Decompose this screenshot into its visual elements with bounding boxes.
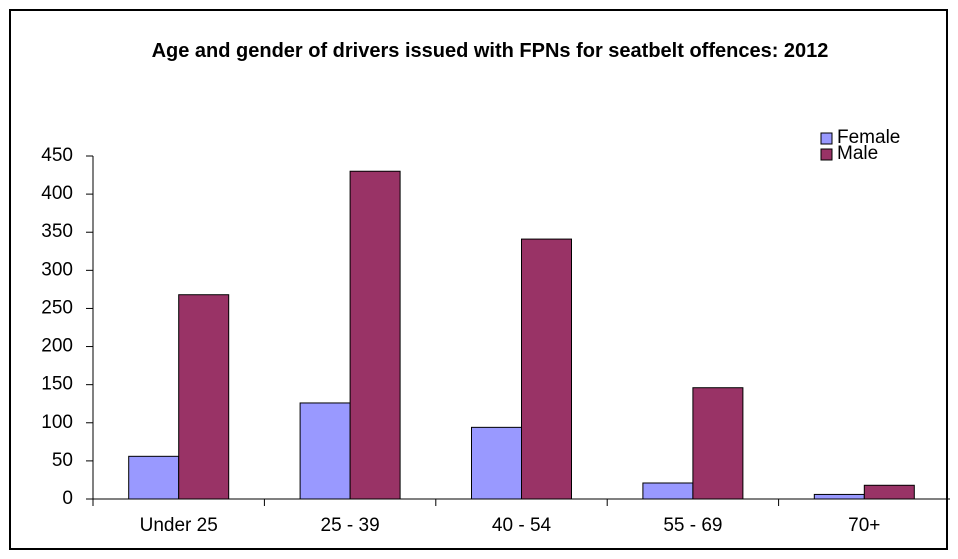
y-tick-label: 150 <box>41 374 73 395</box>
bar <box>863 484 915 500</box>
bar <box>692 387 744 500</box>
legend-swatch <box>820 148 833 161</box>
y-tick-label: 0 <box>62 488 73 509</box>
x-tick-label: 55 - 69 <box>663 515 722 536</box>
x-tick-label: Under 25 <box>140 515 218 536</box>
y-tick-label: 250 <box>41 297 73 318</box>
bar <box>521 238 572 500</box>
bar <box>642 482 694 500</box>
y-tick-label: 400 <box>41 183 73 204</box>
bar <box>813 493 865 500</box>
y-tick-label: 300 <box>41 259 73 280</box>
y-tick-label: 350 <box>41 221 73 242</box>
bar <box>349 170 401 500</box>
x-tick-label: 25 - 39 <box>321 515 380 536</box>
y-tick-label: 50 <box>52 450 73 471</box>
y-tick-label: 200 <box>41 336 73 357</box>
y-tick-label: 100 <box>41 412 73 433</box>
legend-label: Female <box>837 127 900 148</box>
bar <box>471 426 522 500</box>
bar <box>128 455 180 500</box>
legend-swatch <box>820 132 833 145</box>
x-tick-label: 40 - 54 <box>492 515 552 536</box>
bar <box>178 294 230 500</box>
legend-label: Male <box>837 143 878 164</box>
bar <box>299 402 351 500</box>
chart-title: Age and gender of drivers issued with FP… <box>151 40 829 62</box>
x-tick-label: 70+ <box>848 515 880 536</box>
y-tick-label: 450 <box>41 145 73 166</box>
